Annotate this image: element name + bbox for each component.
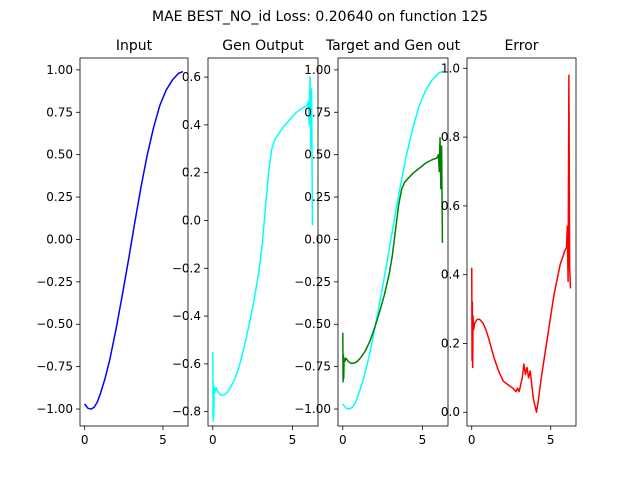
panel-1-ytick-label-7: 0.75	[46, 105, 73, 119]
panel-2-title: Gen Output	[222, 38, 304, 54]
panel-3-xtick-label-0: 0	[339, 433, 347, 447]
panel-1-ytick-label-2: −0.50	[36, 317, 73, 331]
panel-4-ytick-label-3: 0.6	[441, 199, 460, 213]
panel-4-series-1-line	[470, 74, 572, 413]
panel-2-xtick-label-0: 0	[209, 433, 217, 447]
panel-3-ytick-label-6: 0.50	[304, 148, 331, 162]
panel-3-ytick-label-1: −0.75	[294, 360, 331, 374]
panel-4-ytick-label-1: 0.2	[441, 336, 460, 350]
panel-4-ytick-label-0: 0.0	[441, 405, 460, 419]
panel-4: Error 0 5 0.0 0.2 0.4 0.6 0.8 1.0	[441, 38, 577, 447]
panel-4-ytick-label-5: 1.0	[441, 61, 460, 75]
panel-3-ytick-label-8: 1.00	[304, 63, 331, 77]
panel-2-ytick-label-2: −0.4	[172, 309, 201, 323]
panel-2-ytick-label-6: 0.4	[182, 118, 201, 132]
panel-1-ytick-label-5: 0.25	[46, 190, 73, 204]
panel-2-ytick-label-7: 0.6	[182, 70, 201, 84]
panel-2: Gen Output 0 5 −0.8 −0.6 −0.4 −0.2 0.0 0.2 0.4 0.6	[172, 38, 319, 447]
figure-suptitle: MAE BEST_NO_id Loss: 0.20640 on function…	[152, 9, 488, 25]
panel-3-ytick-label-2: −0.50	[294, 317, 331, 331]
panel-2-frame	[207, 57, 319, 427]
panel-2-series-1-line	[212, 76, 314, 422]
panel-3-series-1-line	[342, 70, 444, 410]
panel-2-ytick-label-5: 0.2	[182, 166, 201, 180]
panel-3: Target and Gen out 0 5 −1.00 −0.75 −0.50 −0.25…	[294, 38, 460, 447]
panel-3-title: Target and Gen out	[325, 38, 461, 54]
panel-2-ytick-label-4: 0.0	[182, 213, 201, 227]
panel-2-ytick-label-3: −0.2	[172, 261, 201, 275]
panel-1-frame	[79, 57, 189, 427]
panel-1-title: Input	[116, 38, 153, 54]
panel-3-ytick-label-0: −1.00	[294, 402, 331, 416]
panel-1-xtick-label-0: 0	[81, 433, 89, 447]
panel-3-ytick-label-4: 0.00	[304, 232, 331, 246]
panel-4-xtick-label-0: 0	[468, 433, 476, 447]
panel-3-ytick-label-7: 0.75	[304, 105, 331, 119]
panel-2-ytick-label-1: −0.6	[172, 357, 201, 371]
panel-4-ytick-label-4: 0.8	[441, 130, 460, 144]
panel-3-series-2-line	[342, 136, 444, 383]
panel-4-xtick-label-1: 5	[547, 433, 555, 447]
panel-1-xtick-label-1: 5	[159, 433, 167, 447]
panel-1-ytick-label-0: −1.00	[36, 402, 73, 416]
panel-1: Input 0 5 −1.00 −0.75 −0.50 −0.25 0.00 0.25 0.50 0…	[36, 38, 189, 447]
panel-2-ytick-label-0: −0.8	[172, 405, 201, 419]
panel-1-ytick-label-6: 0.50	[46, 148, 73, 162]
panel-3-ytick-label-3: −0.25	[294, 275, 331, 289]
panel-1-ytick-label-4: 0.00	[46, 232, 73, 246]
panel-4-title: Error	[504, 38, 538, 54]
panel-3-ytick-label-5: 0.25	[304, 190, 331, 204]
panel-4-ytick-label-2: 0.4	[441, 268, 460, 282]
panel-3-frame	[337, 57, 449, 427]
panel-1-ytick-label-1: −0.75	[36, 360, 73, 374]
panel-2-xtick-label-1: 5	[289, 433, 297, 447]
panel-1-ytick-label-8: 1.00	[46, 63, 73, 77]
panel-1-series-1-line	[84, 70, 184, 410]
panel-4-frame	[466, 57, 577, 427]
panel-3-xtick-label-1: 5	[419, 433, 427, 447]
panel-1-ytick-label-3: −0.25	[36, 275, 73, 289]
